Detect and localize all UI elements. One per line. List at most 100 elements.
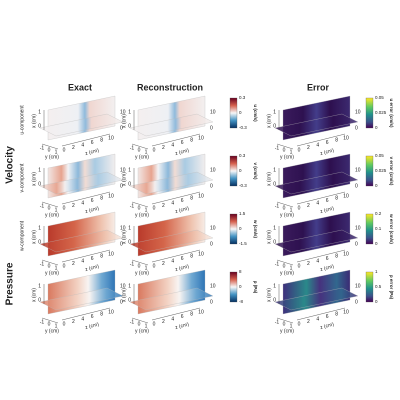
axis-line	[61, 133, 111, 147]
colorbar-tick-label: 0	[375, 299, 378, 304]
axis-label: x (cm)	[266, 114, 272, 128]
axis-label: z (cm)	[85, 206, 100, 215]
tick-label: 1	[273, 109, 276, 115]
tick-label: 10	[210, 109, 216, 115]
tick-label: 6	[326, 256, 329, 262]
axis-label: z (cm)	[320, 264, 335, 273]
colorbar-tick-label: 0.025	[375, 110, 387, 115]
axis-label: z (cm)	[175, 206, 190, 215]
tick-label: 6	[181, 256, 184, 262]
axis-line	[41, 201, 59, 208]
horizontal-slice	[274, 113, 359, 137]
volume-panel: x (cm)10-1 0 1y (cm)0 2 4 6 8 10z (cm)100	[31, 153, 126, 218]
tick-label: 0	[298, 147, 301, 153]
colorbar-label: u error (cm/s)	[389, 98, 394, 128]
horizontal-slice	[129, 113, 214, 137]
axis-label: y (cm)	[45, 328, 59, 334]
tick-label: 8	[100, 196, 103, 202]
tick-label: 10	[355, 167, 361, 173]
axis-line	[41, 317, 59, 324]
colorbar-tick-label: 0	[375, 183, 378, 188]
tick-label: 0	[120, 299, 123, 305]
tick-label: 1	[128, 283, 131, 289]
tick-label: 10	[108, 251, 114, 257]
tick-label: 0	[273, 239, 276, 245]
axis-label: z (cm)	[175, 322, 190, 331]
tick-label: 0	[63, 321, 66, 327]
tick-label: 2	[72, 319, 75, 325]
tick-label: 2	[307, 145, 310, 151]
colorbar-tick-label: 0.3	[239, 153, 246, 158]
tick-label: 4	[171, 259, 174, 265]
tick-label: 1	[273, 283, 276, 289]
axis-label: x (cm)	[121, 288, 127, 302]
column-title: Error	[307, 82, 330, 92]
tick-label: 0	[63, 147, 66, 153]
colorbar	[365, 213, 374, 245]
tick-label: -1	[130, 261, 135, 267]
tick-label: 4	[316, 317, 319, 323]
tick-label: 10	[343, 135, 349, 141]
volume-panel: x (cm)10-1 0 1y (cm)0 2 4 6 8 10z (cm)100	[266, 211, 361, 276]
tick-label: 1	[55, 265, 58, 271]
colorbar-label: u (cm/s)	[253, 104, 258, 122]
tick-label: 0	[138, 205, 141, 211]
colorbar-tick-label: 0.2	[375, 211, 382, 216]
axis-line	[131, 201, 149, 208]
colorbar	[229, 155, 238, 187]
axis-label: z (cm)	[85, 264, 100, 273]
colorbar-tick-label: 1	[375, 269, 378, 274]
tick-label: 0	[63, 263, 66, 269]
tick-label: 6	[91, 140, 94, 146]
tick-label: 0	[210, 183, 213, 189]
tick-label: 0	[48, 147, 51, 153]
axis-label: z (cm)	[320, 148, 335, 157]
colorbar	[365, 271, 374, 303]
tick-label: 0	[210, 299, 213, 305]
tick-label: 0	[138, 147, 141, 153]
tick-label: 2	[72, 145, 75, 151]
volume-panel: x (cm)10-1 0 1y (cm)0 2 4 6 8 10z (cm)100	[121, 269, 216, 334]
horizontal-slice	[129, 229, 214, 253]
tick-label: 10	[355, 283, 361, 289]
colorbar-tick-label: 8	[239, 269, 242, 274]
tick-label: 0	[138, 263, 141, 269]
axis-line	[41, 259, 59, 266]
column-title: Exact	[68, 82, 92, 92]
axis-label: x (cm)	[121, 114, 127, 128]
tick-label: 0	[283, 205, 286, 211]
tick-label: 0	[298, 263, 301, 269]
tick-label: 4	[81, 259, 84, 265]
horizontal-slice	[274, 229, 359, 253]
tick-label: 0	[273, 297, 276, 303]
axis-label: y (cm)	[135, 212, 149, 218]
tick-label: 1	[38, 167, 41, 173]
tick-label: 6	[326, 140, 329, 146]
horizontal-slice	[129, 171, 214, 195]
row-label: u-component	[19, 105, 25, 135]
volume-panel: x (cm)10-1 0 1y (cm)0 2 4 6 8 10z (cm)100	[121, 95, 216, 160]
colorbar-tick-label: 0	[375, 241, 378, 246]
group-label: Pressure	[5, 262, 16, 305]
volume-panel: x (cm)10-1 0 1y (cm)0 2 4 6 8 10z (cm)100	[31, 95, 126, 160]
tick-label: 10	[343, 193, 349, 199]
colorbar-tick-label: 0.05	[375, 95, 384, 100]
tick-label: 0	[355, 299, 358, 305]
tick-label: 10	[120, 167, 126, 173]
axis-line	[296, 307, 346, 321]
tick-label: 10	[198, 135, 204, 141]
tick-label: 8	[190, 196, 193, 202]
axis-label: z (cm)	[175, 148, 190, 157]
tick-label: 10	[355, 109, 361, 115]
tick-label: 0	[210, 125, 213, 131]
tick-label: 1	[273, 167, 276, 173]
tick-label: 8	[100, 138, 103, 144]
colorbar-label: w (cm/s)	[253, 219, 258, 239]
tick-label: 0	[283, 147, 286, 153]
tick-label: 1	[38, 283, 41, 289]
tick-label: 1	[55, 207, 58, 213]
axis-line	[151, 249, 201, 263]
colorbar	[365, 97, 374, 129]
tick-label: 0	[128, 239, 131, 245]
